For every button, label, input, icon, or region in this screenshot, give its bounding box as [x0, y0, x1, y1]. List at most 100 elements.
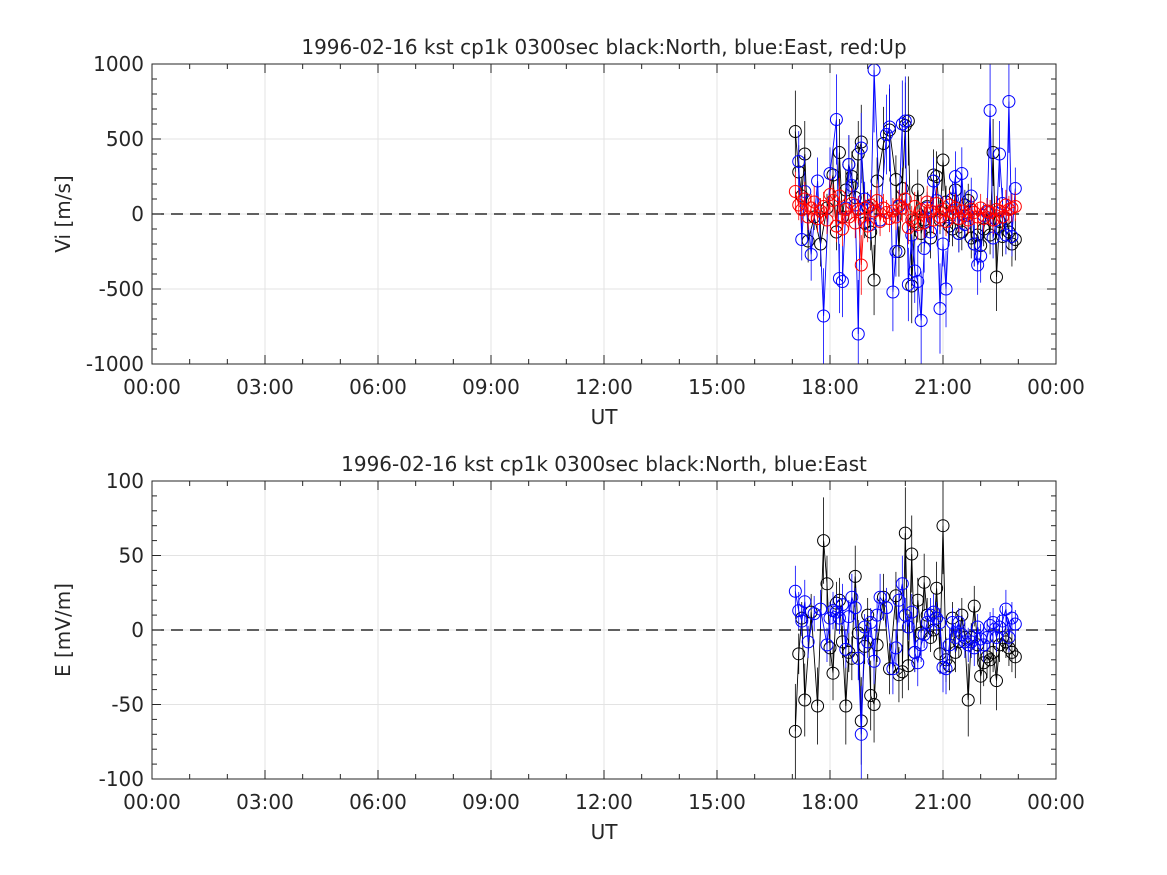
x-ticks	[151, 481, 1057, 779]
data-point	[927, 213, 941, 227]
series-group	[788, 481, 1022, 779]
data-point	[788, 185, 802, 198]
data-point	[977, 638, 991, 652]
data-point	[823, 641, 837, 655]
data-point	[930, 611, 944, 625]
x-axis-label: UT	[591, 405, 619, 429]
data-point	[996, 614, 1010, 628]
data-point	[936, 660, 950, 674]
data-point	[851, 651, 865, 665]
data-point	[820, 638, 834, 652]
series	[788, 555, 1022, 779]
data-point	[854, 258, 868, 272]
data-point	[1005, 230, 1019, 243]
data-point	[851, 147, 865, 161]
data-point	[835, 222, 849, 236]
y-ticks	[152, 480, 1056, 780]
data-point	[1002, 630, 1016, 644]
x-ticks	[151, 64, 1057, 364]
data-point	[867, 654, 881, 668]
x-tick-label: 21:00	[914, 790, 972, 814]
data-point	[993, 147, 1006, 161]
data-point	[936, 519, 950, 533]
data-point	[880, 128, 893, 141]
data-point	[924, 225, 938, 239]
data-point	[798, 693, 812, 707]
data-point	[983, 228, 997, 242]
data-point	[905, 605, 919, 619]
data-point	[826, 168, 840, 182]
data-point	[892, 593, 906, 607]
data-point	[820, 577, 834, 591]
data-point	[880, 601, 893, 615]
data-point	[851, 327, 865, 341]
data-point	[807, 607, 821, 621]
data-point	[801, 635, 815, 649]
series-group	[788, 63, 1022, 364]
x-tick-label: 03:00	[236, 375, 294, 399]
data-point	[842, 610, 856, 624]
data-point	[986, 146, 1000, 159]
electric-field-panel: 00:00 03:00 06:00 09:00 12:00 15:00 18:00 21:00…	[51, 452, 1085, 844]
data-point	[980, 630, 994, 644]
data-point	[826, 666, 840, 680]
data-point	[930, 170, 944, 183]
y-tick-label: 500	[106, 127, 144, 151]
data-point	[889, 245, 903, 258]
data-point	[917, 575, 931, 589]
data-point	[930, 581, 944, 595]
data-point	[908, 645, 922, 659]
data-point	[883, 662, 897, 676]
data-point	[936, 237, 950, 251]
x-tick-label: 00:00	[1027, 790, 1085, 814]
data-point	[901, 659, 915, 673]
data-point	[804, 248, 818, 261]
data-point	[967, 237, 981, 251]
data-point	[864, 198, 878, 212]
data-point	[917, 627, 931, 641]
data-point	[989, 674, 1003, 688]
data-point	[883, 212, 897, 225]
y-tick-label: 0	[131, 202, 144, 226]
y-tick-label: -100	[99, 767, 144, 791]
data-point	[883, 120, 897, 134]
data-point	[948, 170, 962, 183]
data-point	[817, 309, 831, 323]
data-point	[967, 206, 981, 219]
data-point	[835, 635, 849, 649]
data-point	[939, 662, 953, 676]
data-point	[1002, 203, 1016, 216]
data-point	[814, 602, 828, 616]
data-point	[908, 200, 922, 213]
data-point	[792, 604, 806, 618]
data-point	[986, 616, 1000, 630]
data-point	[848, 569, 862, 583]
data-point	[974, 632, 988, 646]
data-point	[971, 258, 985, 272]
data-point	[917, 216, 931, 230]
data-point	[920, 195, 934, 209]
x-tick-label: 12:00	[575, 790, 633, 814]
data-point	[1008, 650, 1022, 664]
x-tick-label: 18:00	[801, 375, 859, 399]
data-point	[961, 638, 975, 652]
data-point	[1008, 200, 1022, 213]
data-point	[867, 273, 881, 287]
x-tick-label: 00:00	[1027, 375, 1085, 399]
data-point	[1002, 95, 1016, 108]
data-point	[823, 188, 837, 201]
data-point	[952, 212, 966, 225]
data-point	[854, 141, 868, 155]
data-point	[983, 653, 997, 667]
x-tick-label: 00:00	[123, 790, 181, 814]
data-point	[835, 598, 849, 612]
data-point	[999, 602, 1013, 616]
data-point	[942, 198, 956, 212]
data-point	[811, 212, 825, 225]
data-point	[955, 225, 969, 239]
x-tick-label: 12:00	[575, 375, 633, 399]
y-tick-label: 0	[131, 618, 144, 642]
data-point	[829, 113, 843, 126]
data-point	[964, 635, 978, 649]
